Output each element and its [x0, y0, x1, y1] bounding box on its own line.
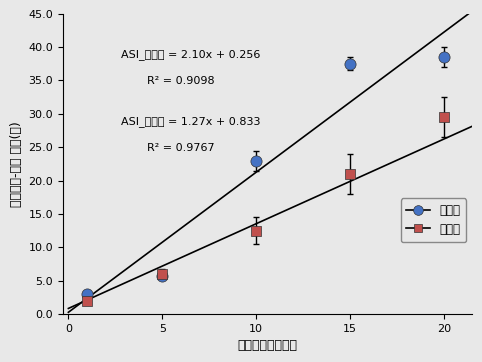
- Text: ASI_광평옥 = 2.10x + 0.256: ASI_광평옥 = 2.10x + 0.256: [121, 49, 260, 60]
- Text: ASI_일미찰 = 1.27x + 0.833: ASI_일미찰 = 1.27x + 0.833: [121, 116, 260, 127]
- Y-axis label: 화분비산-출사 간격(일): 화분비산-출사 간격(일): [10, 121, 23, 207]
- Point: [159, 273, 166, 279]
- Point: [159, 271, 166, 277]
- Point: [83, 298, 91, 304]
- Point: [83, 291, 91, 297]
- X-axis label: 한발증상지속일수: 한발증상지속일수: [238, 339, 297, 352]
- Point: [346, 171, 354, 177]
- Text: R² = 0.9098: R² = 0.9098: [147, 76, 215, 86]
- Point: [346, 61, 354, 67]
- Legend: 광평옥, 일미찰: 광평옥, 일미찰: [401, 198, 467, 242]
- Point: [440, 54, 448, 60]
- Point: [440, 114, 448, 120]
- Text: R² = 0.9767: R² = 0.9767: [147, 143, 215, 152]
- Point: [253, 228, 260, 233]
- Point: [253, 157, 260, 163]
